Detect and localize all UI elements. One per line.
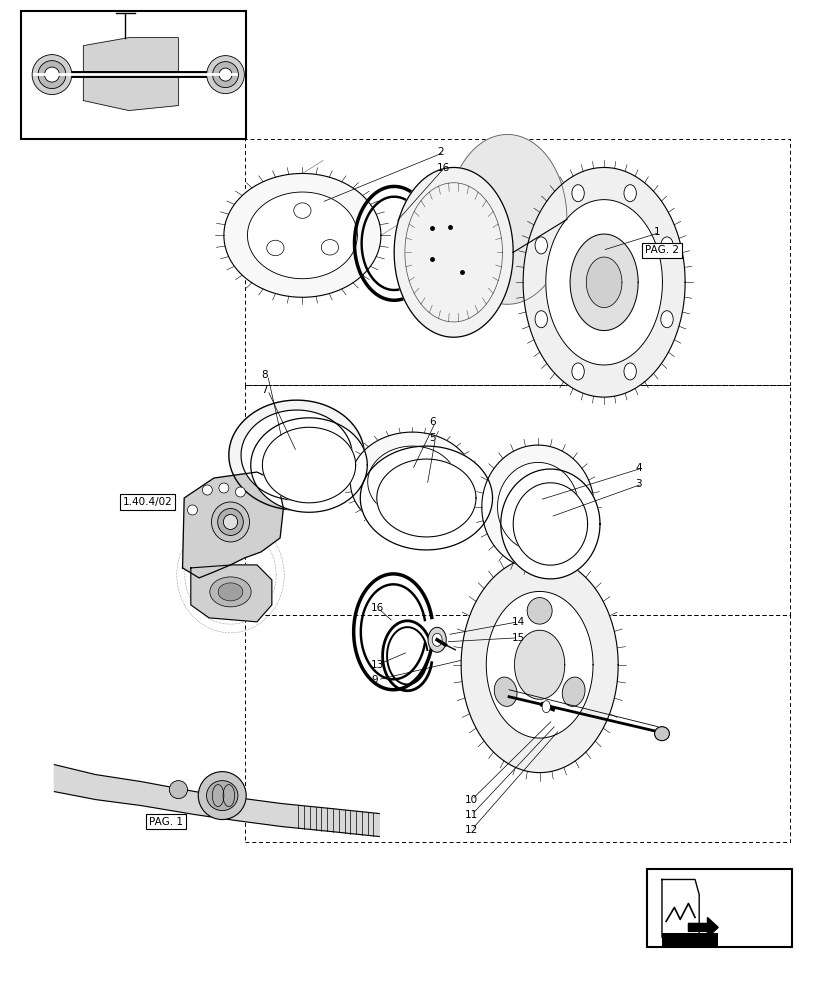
Ellipse shape [207,56,244,94]
Polygon shape [500,469,600,579]
Ellipse shape [169,781,187,799]
Text: 8: 8 [261,370,267,380]
Polygon shape [241,410,351,500]
Text: 14: 14 [511,617,524,627]
Ellipse shape [432,633,442,646]
Ellipse shape [213,62,238,88]
Polygon shape [55,765,379,837]
Text: 2: 2 [437,147,443,157]
Ellipse shape [624,363,636,380]
FancyBboxPatch shape [647,869,791,947]
Polygon shape [223,173,380,297]
Text: 1.40.4/02: 1.40.4/02 [122,497,173,507]
Polygon shape [570,234,638,331]
Ellipse shape [571,185,584,202]
Text: 12: 12 [465,825,478,835]
Ellipse shape [660,311,672,328]
Text: 16: 16 [437,163,450,173]
Ellipse shape [223,514,237,529]
Text: 4: 4 [635,463,642,473]
Ellipse shape [562,677,585,706]
Polygon shape [367,446,457,518]
Ellipse shape [32,55,72,95]
Ellipse shape [654,727,668,741]
FancyBboxPatch shape [22,11,246,139]
Polygon shape [447,135,566,304]
Bar [661,933,717,947]
Ellipse shape [428,627,446,652]
Text: 10: 10 [465,795,478,805]
Text: 1: 1 [653,227,660,237]
Text: 5: 5 [428,433,435,443]
Ellipse shape [571,363,584,380]
Polygon shape [394,167,513,337]
Ellipse shape [219,68,232,81]
Polygon shape [497,462,578,552]
Text: 3: 3 [635,479,642,489]
Ellipse shape [218,483,228,493]
Text: PAG. 1: PAG. 1 [149,817,183,827]
Polygon shape [182,472,283,578]
Polygon shape [262,427,356,503]
Text: 15: 15 [511,633,524,643]
Text: 9: 9 [370,675,377,685]
Ellipse shape [542,701,550,713]
Text: 6: 6 [428,417,435,427]
Polygon shape [461,557,618,773]
Text: 7: 7 [261,385,267,395]
Polygon shape [661,879,698,937]
Ellipse shape [218,508,243,535]
Polygon shape [247,192,357,279]
Ellipse shape [45,67,60,82]
Polygon shape [251,418,367,512]
Ellipse shape [527,598,552,624]
Ellipse shape [534,311,547,328]
Polygon shape [228,400,364,510]
Polygon shape [545,200,662,365]
Text: 16: 16 [370,603,384,613]
Ellipse shape [534,237,547,254]
Polygon shape [481,445,594,569]
Ellipse shape [202,485,212,495]
Ellipse shape [209,577,251,607]
Polygon shape [360,446,492,550]
Polygon shape [687,917,717,937]
Ellipse shape [187,505,197,515]
Text: PAG. 2: PAG. 2 [644,245,678,255]
Ellipse shape [211,502,249,542]
Text: 13: 13 [370,660,384,670]
Ellipse shape [624,185,636,202]
Ellipse shape [235,487,245,497]
Polygon shape [523,167,684,397]
Polygon shape [376,459,476,537]
Polygon shape [84,38,178,111]
Polygon shape [514,630,564,699]
Polygon shape [350,432,474,532]
Ellipse shape [206,781,237,811]
Ellipse shape [38,61,66,89]
Ellipse shape [198,772,246,820]
Polygon shape [586,257,621,308]
Text: 11: 11 [465,810,478,820]
Ellipse shape [218,583,242,601]
Ellipse shape [660,237,672,254]
Polygon shape [485,591,592,738]
Ellipse shape [494,677,516,706]
Polygon shape [513,483,587,565]
Polygon shape [190,565,271,622]
